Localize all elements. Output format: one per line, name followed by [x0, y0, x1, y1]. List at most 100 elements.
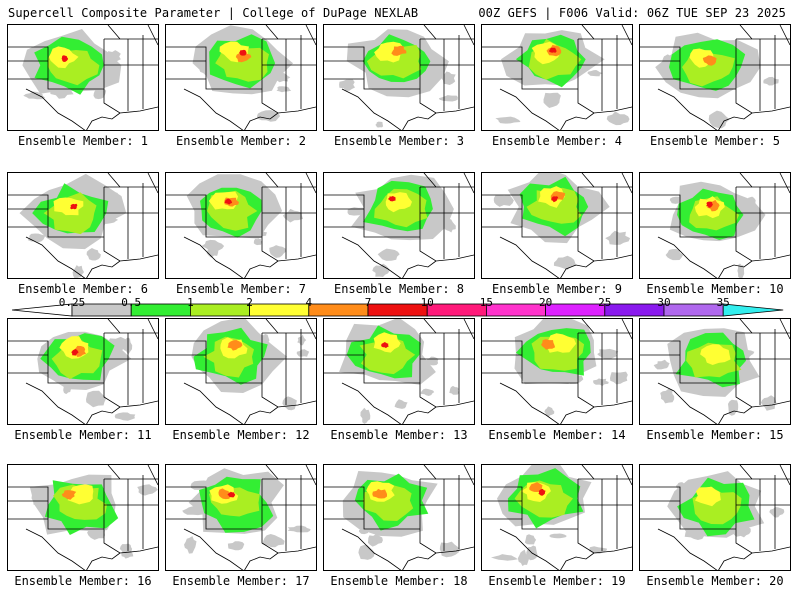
state-border	[463, 319, 474, 340]
colorbar-segment	[485, 303, 546, 317]
state-border	[640, 372, 736, 384]
state-border	[402, 112, 437, 130]
colorbar-tick-label: 7	[364, 296, 372, 309]
state-border	[482, 46, 523, 79]
ensemble-member-label: Ensemble Member: 19	[488, 574, 626, 588]
state-border	[8, 226, 104, 238]
state-border	[499, 236, 560, 278]
scp-contour-4	[702, 55, 717, 66]
scp-contour-025	[269, 245, 287, 258]
state-border	[482, 226, 578, 238]
ensemble-member-label: Ensemble Member: 14	[488, 428, 626, 442]
state-border	[244, 406, 279, 424]
state-border	[244, 260, 279, 278]
scp-contour-7	[706, 201, 713, 208]
state-border	[739, 25, 753, 40]
state-border	[779, 465, 790, 486]
scp-contour-025	[491, 554, 518, 561]
scp-contour-025	[728, 399, 739, 416]
ensemble-panel-9	[481, 172, 633, 279]
scp-contour-7	[71, 349, 79, 356]
scp-contour-025	[27, 233, 46, 243]
state-border	[103, 237, 158, 262]
scp-map-3	[324, 25, 474, 130]
state-border	[423, 25, 437, 40]
ensemble-panel-6	[7, 172, 159, 279]
scp-map-17	[166, 465, 316, 570]
scp-contour-2	[373, 332, 401, 353]
state-border	[8, 46, 49, 79]
state-border	[482, 78, 578, 90]
state-border	[560, 406, 595, 424]
map-title: Supercell Composite Parameter | College …	[8, 6, 419, 20]
state-border	[147, 465, 158, 486]
scp-contour-025	[72, 265, 84, 278]
state-border	[166, 46, 207, 79]
scp-contour-025	[297, 334, 307, 346]
state-border	[402, 260, 437, 278]
state-border	[8, 340, 49, 373]
ensemble-member-label: Ensemble Member: 10	[646, 282, 784, 296]
state-border	[718, 260, 753, 278]
colorbar-tick-label: 30	[657, 296, 671, 309]
state-border	[265, 173, 279, 188]
state-border	[640, 486, 681, 519]
scp-map-7	[166, 173, 316, 278]
state-border	[419, 237, 474, 262]
ensemble-member-label: Ensemble Member: 15	[646, 428, 784, 442]
scp-contour-4	[372, 488, 387, 499]
colorbar-segment	[308, 303, 369, 317]
scp-contour-025	[372, 263, 390, 277]
scp-map-13	[324, 319, 474, 424]
state-border	[657, 236, 718, 278]
scp-map-19	[482, 465, 632, 570]
ensemble-panel-4	[481, 24, 633, 131]
state-border	[103, 89, 158, 114]
scp-contour-7	[227, 491, 236, 498]
state-border	[324, 486, 365, 519]
scp-contour-025	[86, 248, 101, 261]
state-border	[657, 382, 718, 424]
scp-contour-2	[700, 344, 731, 365]
scp-map-15	[640, 319, 790, 424]
scp-contour-025	[439, 541, 461, 558]
colorbar-tick-label: 2	[246, 296, 253, 309]
scp-contour-025	[394, 399, 408, 409]
scp-contour-2	[67, 484, 94, 505]
scp-contour-025	[358, 545, 375, 560]
state-border	[423, 319, 437, 334]
state-border	[8, 518, 104, 530]
state-border	[739, 173, 753, 188]
state-border	[166, 518, 262, 530]
scp-contour-025	[597, 348, 619, 360]
state-border	[147, 319, 158, 340]
colorbar-tick-label: 4	[305, 296, 313, 309]
scp-contour-025	[257, 110, 281, 122]
state-border	[183, 88, 244, 130]
scp-contour-4	[541, 339, 556, 350]
scp-contour-025	[610, 371, 628, 385]
scp-contour-025	[282, 208, 303, 223]
ensemble-panel-10	[639, 172, 791, 279]
state-border	[581, 173, 595, 188]
scp-map-11	[8, 319, 158, 424]
state-border	[183, 528, 244, 570]
ensemble-member-label: Ensemble Member: 7	[175, 282, 307, 296]
state-border	[265, 319, 279, 334]
scp-contour-025	[227, 541, 245, 551]
scp-contour-4	[529, 482, 543, 492]
state-border	[621, 319, 632, 340]
ensemble-panel-2	[165, 24, 317, 131]
state-border	[103, 383, 158, 408]
state-border	[166, 340, 207, 373]
state-border	[107, 465, 121, 480]
ensemble-panel-13	[323, 318, 475, 425]
ensemble-panel-8	[323, 172, 475, 279]
state-border	[640, 518, 736, 530]
state-border	[718, 112, 753, 130]
state-border	[482, 340, 523, 373]
scp-contour-025	[763, 76, 779, 86]
state-border	[244, 112, 279, 130]
scp-contour-025	[360, 407, 371, 424]
state-border	[25, 88, 86, 130]
